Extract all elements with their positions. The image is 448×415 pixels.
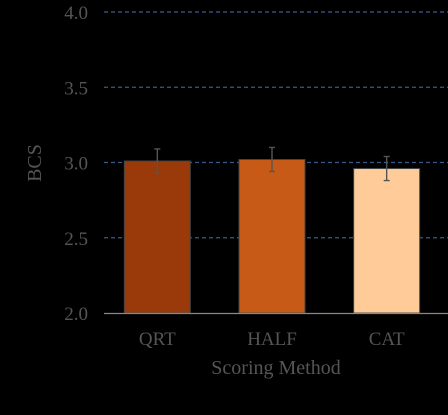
bar-half (238, 158, 306, 314)
bars (123, 158, 421, 314)
y-tick-label: 4.0 (64, 3, 88, 24)
y-axis-title: BCS (24, 144, 46, 182)
y-tick-label: 2.0 (64, 304, 88, 325)
error-bar-qrt (154, 148, 161, 174)
y-tick-label: 3.5 (64, 78, 88, 99)
x-tick-labels: QRT HALF CAT (139, 329, 405, 350)
x-tick-label: HALF (247, 329, 297, 350)
bar-qrt (123, 160, 191, 314)
x-axis-title: Scoring Method (211, 357, 340, 379)
x-tick-label: CAT (369, 329, 405, 350)
y-tick-label: 2.5 (64, 229, 88, 250)
error-bar-half (269, 146, 275, 173)
x-tick-label: QRT (139, 329, 176, 350)
error-bar-cat (383, 155, 390, 182)
bar-cat (353, 168, 421, 314)
y-tick-labels: 2.0 2.5 3.0 3.5 4.0 (64, 3, 88, 325)
error-bars (154, 146, 390, 182)
y-tick-label: 3.0 (64, 154, 88, 175)
